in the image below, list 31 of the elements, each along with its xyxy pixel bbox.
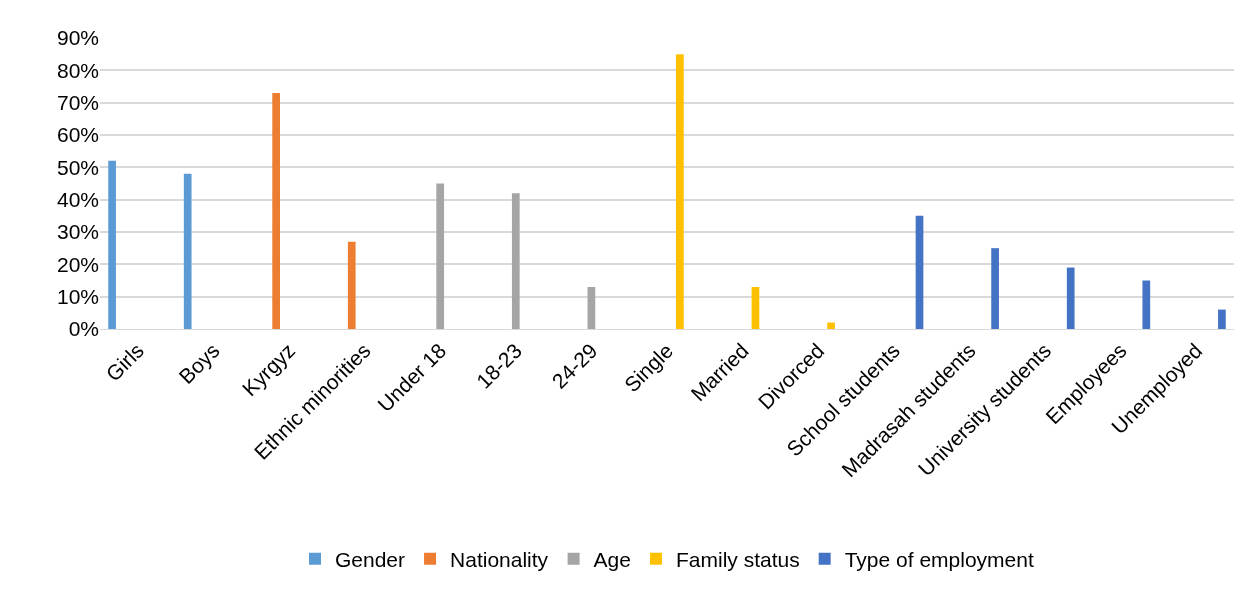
bar [676,54,684,329]
bar [1142,280,1151,329]
bar [991,248,999,329]
x-tick-label: Girls [101,338,149,386]
bar [827,322,835,329]
legend-label: Age [593,547,631,571]
y-tick-label: 40% [56,188,99,212]
y-tick-label: 80% [56,58,99,82]
y-tick-label: 30% [56,220,99,244]
y-tick-label: 90% [56,26,99,50]
bar [751,286,760,329]
y-tick-label: 70% [56,91,99,115]
y-tick-label: 10% [56,285,99,309]
bar [511,193,520,329]
bar [183,173,192,329]
legend-label: Gender [335,547,406,571]
bar [587,286,596,329]
bar [915,215,924,329]
y-tick-label: 50% [56,155,99,179]
legend-label: Nationality [450,547,549,571]
legend-label: Type of employment [844,547,1034,571]
bar [436,183,445,329]
bar [347,241,356,329]
y-tick-label: 20% [56,252,99,276]
bar [1218,309,1226,329]
legend-label: Family status [675,547,800,571]
y-tick-label: 60% [56,123,99,147]
bar [108,160,116,329]
bar [1066,267,1075,329]
bar [272,92,280,329]
y-tick-label: 0% [68,317,99,341]
